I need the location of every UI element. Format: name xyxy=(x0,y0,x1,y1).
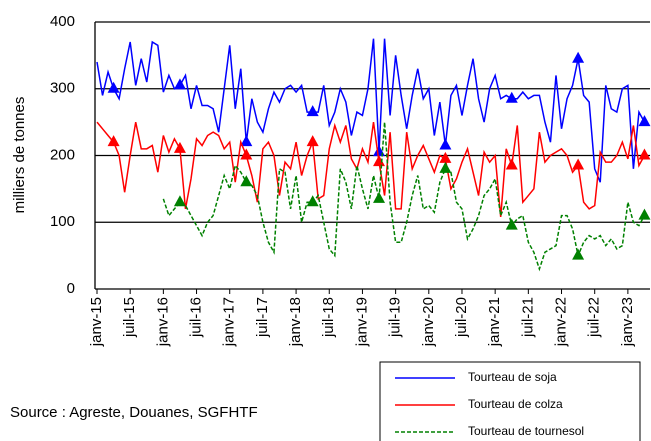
series-line xyxy=(162,122,646,272)
marker xyxy=(240,148,253,160)
series-line xyxy=(96,121,646,217)
marker xyxy=(572,51,585,63)
y-tick-label: 200 xyxy=(50,146,75,163)
marker xyxy=(439,138,452,150)
marker xyxy=(173,78,186,90)
x-tick-label: janv-19 xyxy=(353,297,370,347)
x-tick-label: janv-23 xyxy=(619,297,636,347)
y-tick-label: 100 xyxy=(50,213,75,230)
x-tick-label: janv-18 xyxy=(287,297,304,347)
marker xyxy=(306,135,319,147)
marker xyxy=(505,218,518,230)
source: Source : Agreste, Douanes, SGFHTF xyxy=(10,404,258,421)
marker xyxy=(572,248,585,260)
marker xyxy=(107,81,120,93)
marker xyxy=(240,135,253,147)
marker xyxy=(439,161,452,173)
x-tick-label: juil-18 xyxy=(320,297,337,338)
marker xyxy=(173,195,186,207)
x-tick-label: janv-21 xyxy=(486,297,503,347)
marker xyxy=(373,191,386,203)
marker xyxy=(572,158,585,170)
marker xyxy=(107,135,120,147)
x-tick-label: janv-20 xyxy=(420,297,437,347)
marker xyxy=(306,195,319,207)
x-tick-label: janv-22 xyxy=(552,297,569,347)
x-tick-label: juil-16 xyxy=(188,297,205,338)
series-line xyxy=(96,38,646,183)
y-tick-label: 300 xyxy=(50,80,75,97)
marker xyxy=(173,141,186,153)
x-tick-label: juil-22 xyxy=(586,297,603,338)
legend-label: Tourteau de soja xyxy=(468,370,557,384)
marker xyxy=(306,105,319,117)
y-tick-label: 0 xyxy=(67,280,75,297)
x-tick-label: juil-15 xyxy=(121,297,138,338)
y-tick-label: 400 xyxy=(50,13,75,30)
marker xyxy=(638,208,651,220)
x-tick-label: juil-17 xyxy=(254,297,271,338)
marker xyxy=(505,91,518,103)
marker xyxy=(439,151,452,163)
marker xyxy=(373,155,386,167)
legend-label: Tourteau de colza xyxy=(468,397,563,411)
marker xyxy=(240,175,253,187)
y-axis-label: milliers de tonnes xyxy=(11,97,28,214)
marker xyxy=(638,148,651,160)
x-tick-label: janv-15 xyxy=(88,297,105,347)
legend-box xyxy=(379,361,641,441)
marker xyxy=(505,158,518,170)
x-tick-label: juil-20 xyxy=(453,297,470,338)
x-tick-label: juil-19 xyxy=(387,297,404,338)
x-tick-label: janv-16 xyxy=(154,297,171,347)
x-tick-label: juil-21 xyxy=(519,297,536,338)
marker xyxy=(638,115,651,127)
x-tick-label: janv-17 xyxy=(221,297,238,347)
legend-label: Tourteau de tournesol xyxy=(468,424,584,438)
